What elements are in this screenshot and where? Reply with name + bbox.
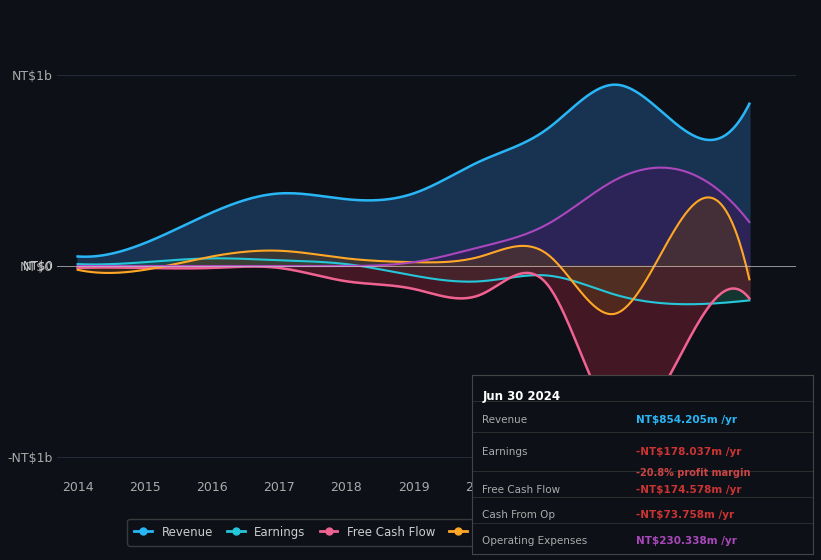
Text: -NT$73.758m /yr: -NT$73.758m /yr [635,511,734,520]
Text: -NT$174.578m /yr: -NT$174.578m /yr [635,484,741,494]
Text: Earnings: Earnings [482,447,528,457]
Text: Jun 30 2024: Jun 30 2024 [482,390,561,403]
Text: -20.8% profit margin: -20.8% profit margin [635,468,750,478]
Text: Cash From Op: Cash From Op [482,511,555,520]
Text: Operating Expenses: Operating Expenses [482,536,588,547]
Text: Revenue: Revenue [482,414,527,424]
Text: NT$0: NT$0 [23,259,54,273]
Text: -NT$178.037m /yr: -NT$178.037m /yr [635,447,741,457]
Text: Free Cash Flow: Free Cash Flow [482,484,561,494]
Text: NT$854.205m /yr: NT$854.205m /yr [635,414,736,424]
Text: NT$230.338m /yr: NT$230.338m /yr [635,536,736,547]
Legend: Revenue, Earnings, Free Cash Flow, Cash From Op, Operating Expenses: Revenue, Earnings, Free Cash Flow, Cash … [127,519,727,545]
